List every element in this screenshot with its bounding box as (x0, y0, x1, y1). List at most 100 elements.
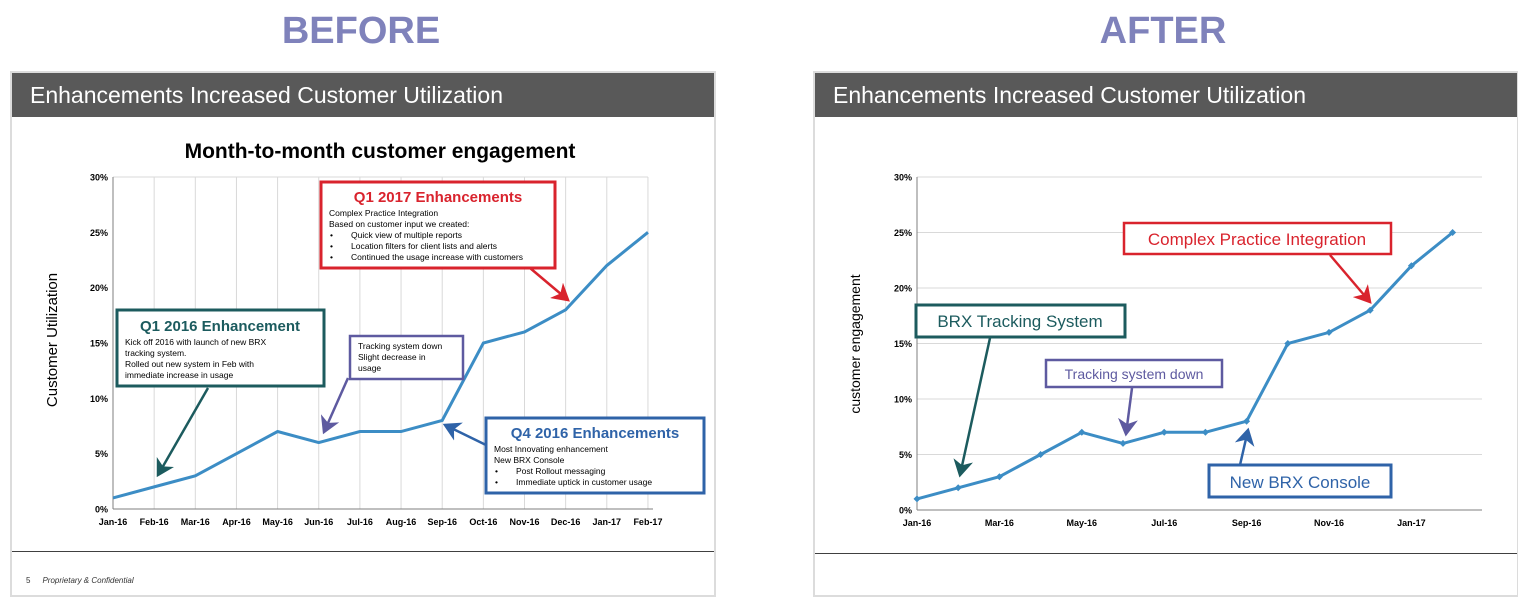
x-tick-label: Jan-17 (1397, 518, 1426, 528)
callout-q1-2017-bullet: Location filters for client lists and al… (351, 241, 497, 251)
y-tick-label: 15% (90, 339, 108, 349)
callout-q1-2017-bullet: Continued the usage increase with custom… (351, 252, 523, 262)
x-tick-label: May-16 (1067, 518, 1098, 528)
callout-q1-2017-line: Based on customer input we created: (329, 219, 469, 229)
y-tick-label: 0% (899, 506, 912, 516)
footer-confidential: Proprietary & Confidential (42, 576, 134, 585)
data-point-marker (1119, 439, 1127, 447)
y-tick-label: 0% (95, 505, 108, 515)
x-tick-label: Jul-16 (347, 517, 373, 527)
x-tick-label: May-16 (262, 517, 293, 527)
chart-title: Month-to-month customer engagement (185, 140, 576, 163)
y-tick-label: 25% (894, 228, 912, 238)
y-tick-label: 25% (90, 228, 108, 238)
arrow-console (1234, 427, 1255, 466)
callout-tracking-line: usage (358, 363, 381, 373)
after-callout-tracking-down: Tracking system down (1044, 358, 1224, 437)
callout-q1-2016-line: tracking system. (125, 348, 186, 358)
after-footer-divider (815, 553, 1517, 554)
y-tick-label: 5% (899, 450, 912, 460)
callout-q4-2016-line: Most Innovating enhancement (494, 444, 609, 454)
after-chart: customer engagement 0%5%10%15%20%25%30% … (847, 173, 1482, 528)
y-tick-label: 15% (894, 339, 912, 349)
x-tick-label: Mar-16 (181, 517, 210, 527)
x-tick-label: Mar-16 (985, 518, 1014, 528)
after-heading: AFTER (1099, 10, 1227, 52)
x-tick-label: Apr-16 (222, 517, 251, 527)
data-point-marker (913, 495, 921, 503)
arrow-q1-2017 (529, 267, 570, 302)
y-tick-label: 30% (894, 173, 912, 183)
x-tick-label: Jan-16 (903, 518, 932, 528)
callout-tracking-line: Tracking system down (358, 341, 443, 351)
callout-tracking: Tracking system down Slight decrease in … (320, 334, 465, 435)
callout-tracking-line: Slight decrease in (358, 352, 426, 362)
series-line (112, 231, 649, 500)
arrow-q4-2016 (442, 422, 487, 447)
data-point-marker (1366, 306, 1374, 314)
x-tick-label: Feb-16 (140, 517, 169, 527)
callout-q4-2016-bullet: Post Rollout messaging (516, 466, 606, 476)
callout-q1-2016-line: immediate increase in usage (125, 370, 233, 380)
arrow-brx-tracking (953, 337, 992, 478)
data-point-marker (1325, 328, 1333, 336)
y-tick-label: 10% (894, 395, 912, 405)
callout-q1-2016-line: Kick off 2016 with launch of new BRX (125, 337, 266, 347)
after-callout-tracking-down-text: Tracking system down (1065, 366, 1204, 382)
x-tick-label: Oct-16 (469, 517, 497, 527)
callout-q1-2017-line: Complex Practice Integration (329, 208, 438, 218)
data-point-marker (1243, 417, 1251, 425)
data-point-marker (1201, 428, 1209, 436)
callout-q4-2016-bullet-dot: • (495, 477, 498, 487)
callout-q4-2016-title: Q4 2016 Enhancements (511, 425, 679, 442)
x-tick-label: Jan-17 (593, 517, 622, 527)
callout-q1-2017-bullet-dot: • (330, 230, 333, 240)
callout-q1-2016-line: Rolled out new system in Feb with (125, 359, 254, 369)
x-tick-label: Sep-16 (427, 517, 457, 527)
after-callout-console-text: New BRX Console (1230, 473, 1371, 492)
data-point-marker (1449, 229, 1457, 236)
before-footer: 5 Proprietary & Confidential (26, 576, 134, 585)
after-callout-brx-tracking-text: BRX Tracking System (937, 312, 1102, 331)
before-heading: BEFORE (281, 10, 441, 52)
x-tick-label: Nov-16 (1314, 518, 1344, 528)
data-point-marker (995, 473, 1003, 481)
after-callout-brx-tracking: BRX Tracking System (914, 303, 1127, 478)
callout-q1-2017-bullet-dot: • (330, 241, 333, 251)
callout-q1-2017: Q1 2017 Enhancements Complex Practice In… (319, 180, 570, 302)
arrow-tracking (320, 377, 350, 435)
arrow-tracking-down (1118, 387, 1138, 437)
data-point-marker (1160, 428, 1168, 436)
callout-q1-2017-bullet-dot: • (330, 252, 333, 262)
data-point-marker (1078, 428, 1086, 436)
data-point-marker (954, 484, 962, 492)
arrow-q1-2016 (156, 387, 210, 478)
x-tick-label: Nov-16 (509, 517, 539, 527)
after-callout-complex: Complex Practice Integration (1122, 221, 1393, 304)
after-callout-console: New BRX Console (1207, 427, 1393, 499)
callout-q4-2016-bullet: Immediate uptick in customer usage (516, 477, 652, 487)
x-tick-label: Aug-16 (386, 517, 417, 527)
x-tick-label: Dec-16 (551, 517, 581, 527)
y-tick-label: 10% (90, 394, 108, 404)
callout-q4-2016: Q4 2016 Enhancements Most Innovating enh… (442, 416, 706, 495)
y-tick-label: 20% (90, 283, 108, 293)
y-tick-label: 5% (95, 449, 108, 459)
before-footer-divider (12, 551, 714, 552)
data-point-marker (1407, 262, 1415, 270)
after-callout-complex-text: Complex Practice Integration (1148, 230, 1366, 249)
x-tick-label: Sep-16 (1232, 518, 1262, 528)
callout-q4-2016-bullet-dot: • (495, 466, 498, 476)
after-slide-title: Enhancements Increased Customer Utilizat… (815, 73, 1517, 117)
arrow-complex (1329, 254, 1372, 304)
x-tick-label: Jul-16 (1151, 518, 1177, 528)
data-point-marker (1284, 340, 1292, 347)
x-tick-label: Jun-16 (304, 517, 333, 527)
y-tick-label: 20% (894, 284, 912, 294)
callout-q1-2017-bullet: Quick view of multiple reports (351, 230, 462, 240)
callout-q4-2016-line: New BRX Console (494, 455, 565, 465)
y-axis-label: customer engagement (847, 274, 863, 413)
callout-q1-2016: Q1 2016 Enhancement Kick off 2016 with l… (115, 308, 326, 478)
before-slide-title: Enhancements Increased Customer Utilizat… (12, 73, 714, 117)
